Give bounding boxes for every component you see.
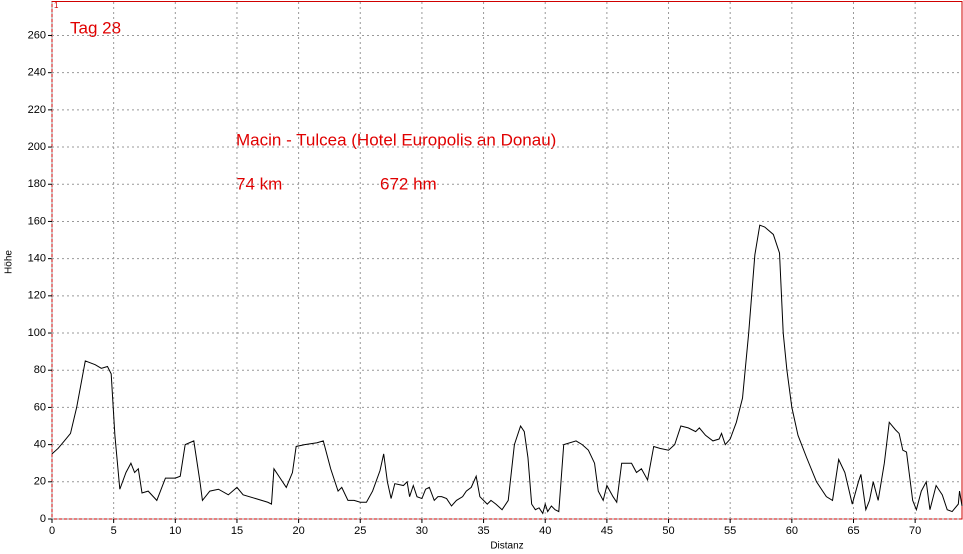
y-tick-label: 80	[34, 364, 46, 376]
y-tick-label: 180	[28, 178, 46, 190]
x-tick-label: 60	[786, 525, 798, 537]
y-tick-label: 40	[34, 439, 46, 451]
x-tick-label: 35	[477, 525, 489, 537]
x-tick-label: 50	[662, 525, 674, 537]
y-tick-label: 100	[28, 327, 46, 339]
x-tick-label: 40	[539, 525, 551, 537]
y-tick-label: 240	[28, 67, 46, 79]
x-tick-label: 25	[354, 525, 366, 537]
annotation: Macin - Tulcea (Hotel Europolis an Donau…	[236, 130, 556, 149]
y-tick-label: 200	[28, 141, 46, 153]
x-tick-label: 5	[111, 525, 117, 537]
x-tick-label: 0	[49, 525, 55, 537]
x-axis-label: Distanz	[490, 541, 523, 552]
y-tick-label: 260	[28, 29, 46, 41]
x-tick-label: 55	[724, 525, 736, 537]
x-tick-label: 30	[416, 525, 428, 537]
x-tick-label: 20	[292, 525, 304, 537]
x-tick-label: 45	[601, 525, 613, 537]
elevation-line	[51, 224, 963, 515]
y-tick-label: 20	[34, 476, 46, 488]
y-tick-label: 160	[28, 215, 46, 227]
x-tick-label: 70	[909, 525, 921, 537]
y-axis-label: Höhe	[4, 250, 15, 274]
y-tick-label: 120	[28, 290, 46, 302]
y-tick-label: 140	[28, 253, 46, 265]
corner-mark: 1	[54, 1, 59, 10]
x-tick-label: 10	[169, 525, 181, 537]
annotation: Tag 28	[70, 18, 121, 37]
x-tick-label: 65	[847, 525, 859, 537]
x-tick-label: 15	[231, 525, 243, 537]
annotation: 74 km	[236, 174, 282, 193]
y-tick-label: 60	[34, 401, 46, 413]
y-tick-label: 0	[40, 513, 46, 525]
y-tick-label: 220	[28, 104, 46, 116]
plot-frame	[51, 1, 963, 520]
